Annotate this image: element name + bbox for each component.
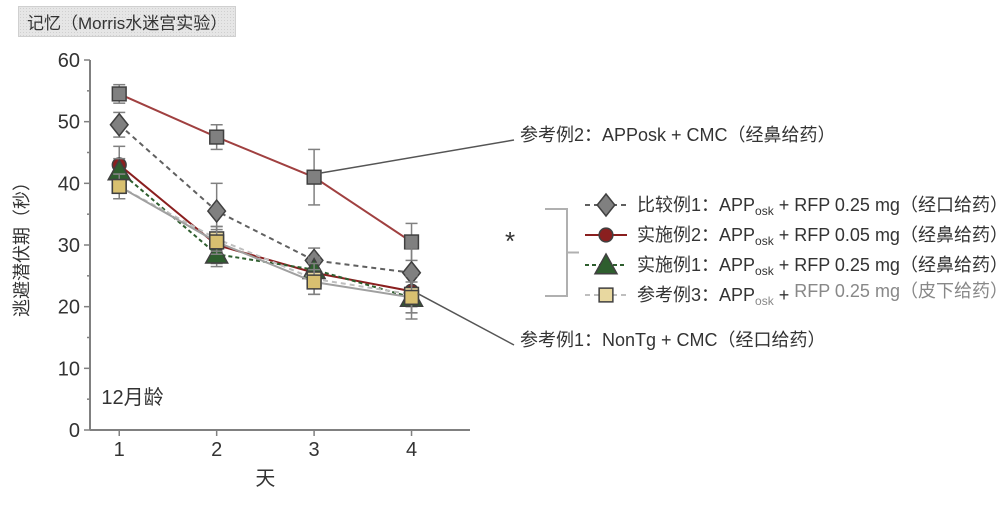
svg-text:实施例2：APPosk + RFP 0.05 mg（经鼻给药: 实施例2：APPosk + RFP 0.05 mg（经鼻给药） [637,225,1000,248]
svg-text:比较例1：APPosk + RFP 0.25 mg（经口给药: 比较例1：APPosk + RFP 0.25 mg（经口给药） [637,195,1000,218]
svg-text:参考例2：APPosk + CMC（经鼻给药）: 参考例2：APPosk + CMC（经鼻给药） [520,125,836,145]
svg-text:3: 3 [309,439,320,461]
svg-text:40: 40 [58,173,80,195]
legend-item-cmp1: 比较例1：APPosk + RFP 0.25 mg（经口给药） [585,194,1000,218]
svg-text:20: 20 [58,297,80,319]
legend-item-ex2: 实施例2：APPosk + RFP 0.05 mg（经鼻给药） [585,225,1000,248]
age-note: 12月龄 [101,386,163,409]
svg-text:*: * [505,226,515,256]
svg-text:50: 50 [58,112,80,134]
svg-text:参考例3：APPosk + RFP 0.25 mg（皮下给药: 参考例3：APPosk + RFP 0.25 mg（皮下给药） [637,281,1000,308]
svg-text:4: 4 [406,439,417,461]
svg-text:10: 10 [58,358,80,380]
series-ex1 [108,159,422,319]
series-ex2 [112,146,418,306]
svg-text:逃避潜伏期（秒）: 逃避潜伏期（秒） [12,173,32,317]
line-chart: 0 10 20 30 40 50 60 逃避潜伏期（秒） 1 2 3 4 天 参考例2：APPosk + … [0,0,1000,505]
svg-text:参考例1：NonTg + CMC（经口给药）: 参考例1：NonTg + CMC（经口给药） [520,330,826,350]
series-cmp1 [110,112,420,297]
svg-text:2: 2 [211,439,222,461]
svg-text:60: 60 [58,50,80,72]
svg-text:0: 0 [69,420,80,442]
svg-text:1: 1 [114,439,125,461]
svg-text:实施例1：APPosk + RFP 0.25 mg（经鼻给药: 实施例1：APPosk + RFP 0.25 mg（经鼻给药） [637,255,1000,278]
svg-text:30: 30 [58,235,80,257]
svg-text:天: 天 [255,468,275,490]
legend-item-ex1: 实施例1：APPosk + RFP 0.25 mg（经鼻给药） [585,254,1000,278]
legend-item-ref3: 参考例3：APPosk + RFP 0.25 mg（皮下给药） [585,281,1000,308]
